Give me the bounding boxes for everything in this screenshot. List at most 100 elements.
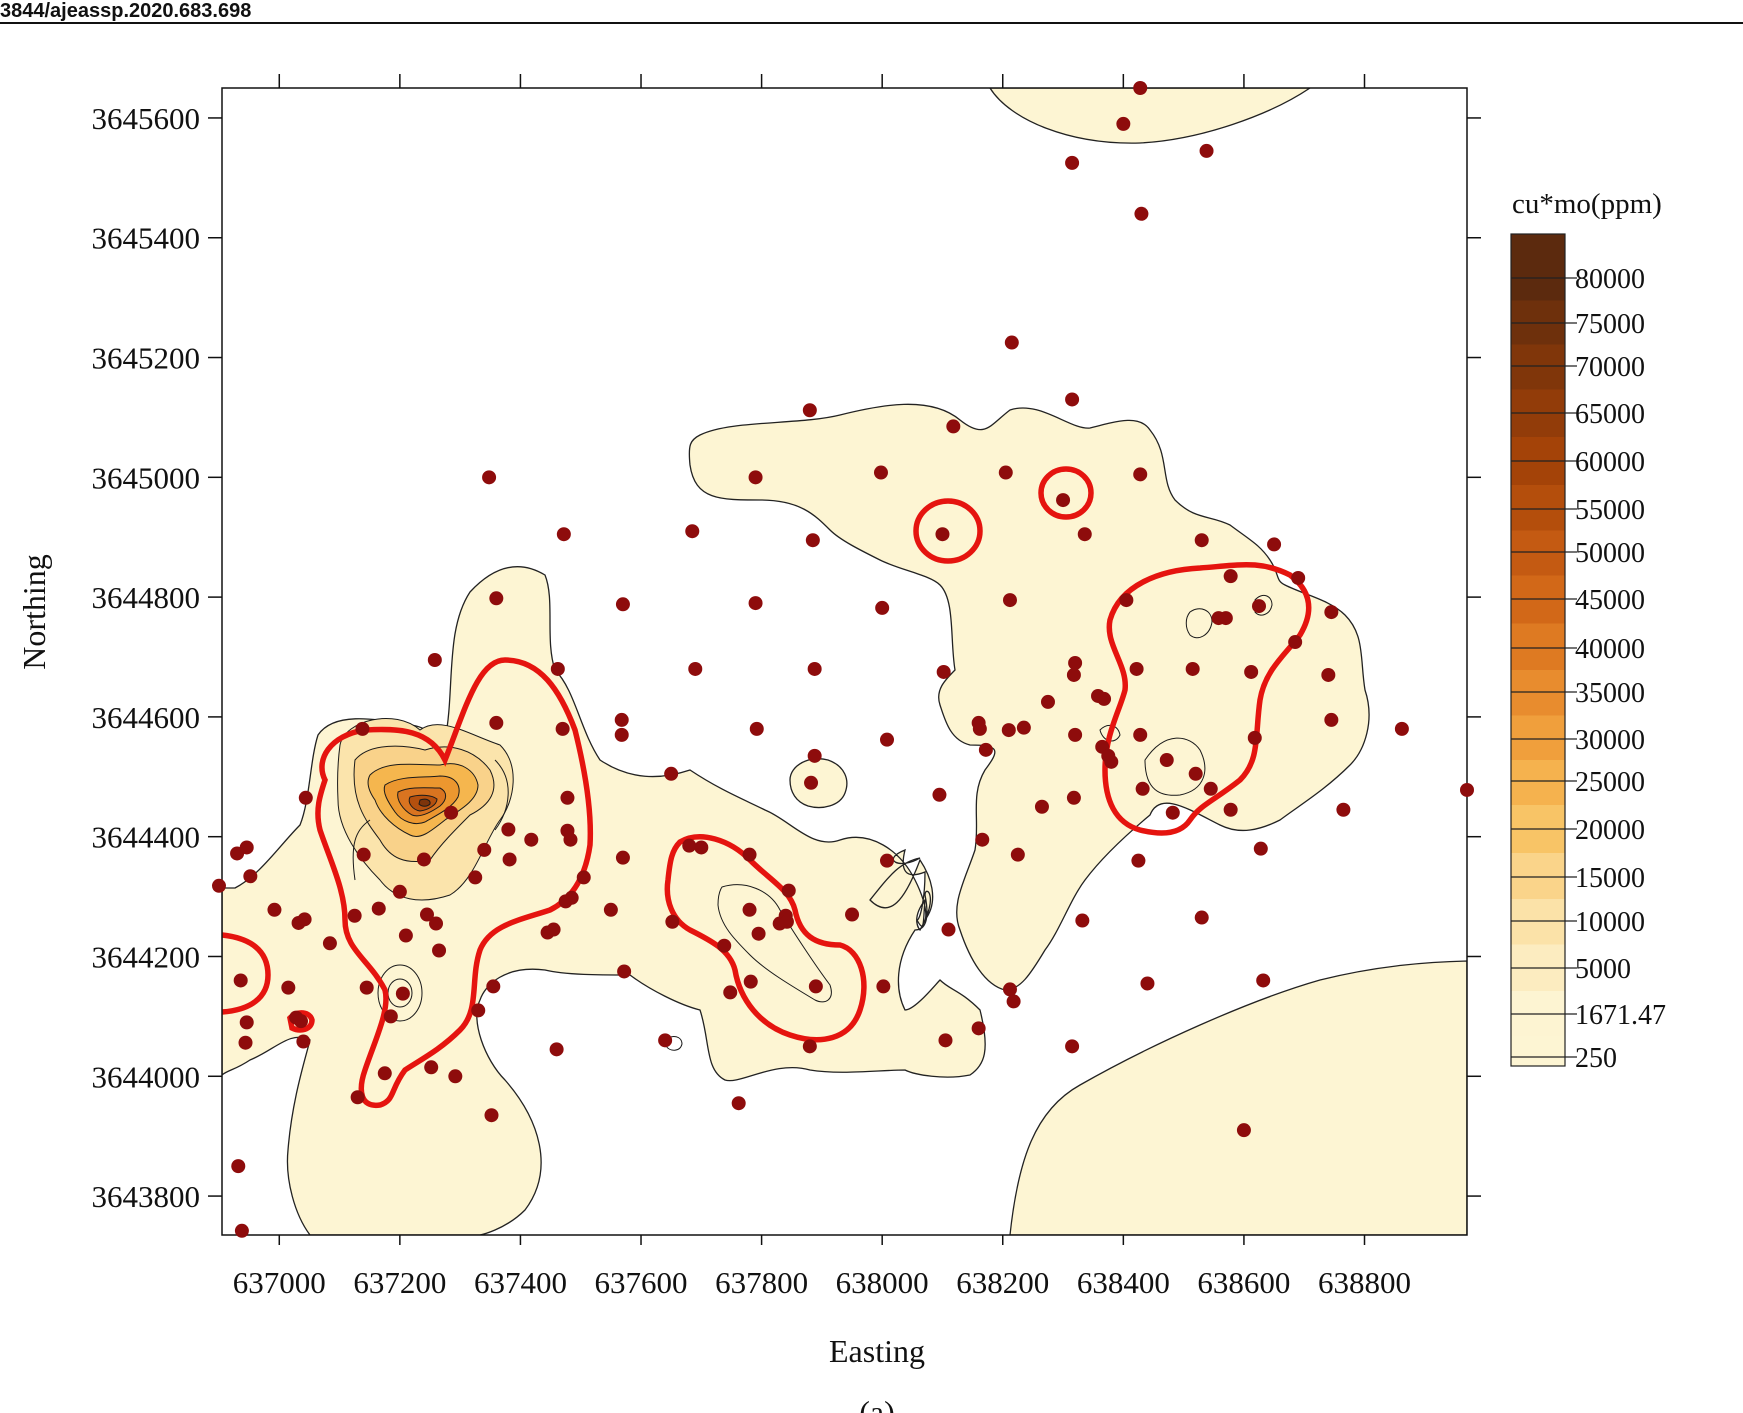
sample-point	[1188, 766, 1203, 781]
sample-point	[1077, 527, 1092, 542]
sample-point	[743, 974, 758, 989]
sample-point	[484, 1108, 499, 1123]
sample-point	[742, 847, 757, 862]
sample-point	[808, 979, 823, 994]
colorbar-band	[1511, 670, 1565, 716]
sample-point	[489, 591, 504, 606]
sample-point	[1056, 493, 1071, 508]
y-tick-label: 3643800	[92, 1179, 201, 1214]
sample-point	[1016, 720, 1031, 735]
figure-caption: (a)	[859, 1394, 895, 1413]
sample-point	[938, 1033, 953, 1048]
sample-point	[688, 661, 703, 676]
sample-point	[1324, 712, 1339, 727]
contour-region-bottom-right	[1009, 960, 1467, 1235]
sample-point	[1104, 754, 1119, 769]
sample-point	[355, 721, 370, 736]
colorbar: 80000 75000 70000 65000 60000 55000 50000 45000…	[1510, 233, 1666, 1074]
sample-point	[502, 852, 517, 867]
sample-point	[424, 1060, 439, 1075]
sample-point	[298, 790, 313, 805]
colorbar-band	[1511, 1035, 1565, 1066]
colorbar-band	[1511, 853, 1565, 899]
sample-point	[1194, 533, 1209, 548]
colorbar-band	[1511, 485, 1565, 531]
sample-point	[546, 922, 561, 937]
sample-point	[448, 1069, 463, 1084]
sample-point	[419, 907, 434, 922]
sample-point	[876, 979, 891, 994]
sample-point	[946, 419, 961, 434]
sample-point	[322, 936, 337, 951]
sample-point	[564, 890, 579, 905]
sample-point	[429, 916, 444, 931]
sample-point	[1068, 727, 1083, 742]
sample-point	[486, 979, 501, 994]
y-tick-label: 3644000	[92, 1059, 201, 1094]
sample-point	[377, 1066, 392, 1081]
colorbar-label: 25000	[1575, 767, 1645, 798]
sample-point	[1194, 910, 1209, 925]
sample-point	[1267, 537, 1282, 552]
sample-point	[932, 787, 947, 802]
sample-point	[1134, 206, 1149, 221]
sample-point	[1133, 727, 1148, 742]
sample-point	[1135, 781, 1150, 796]
sample-point	[971, 1021, 986, 1036]
sample-point	[1159, 753, 1174, 768]
sample-point	[723, 985, 738, 1000]
sample-point	[1185, 661, 1200, 676]
colorbar-title: cu*mo(ppm)	[1512, 188, 1662, 220]
sample-point	[658, 1033, 673, 1048]
sample-point	[1236, 1123, 1251, 1138]
sample-point	[936, 664, 951, 679]
sample-point	[664, 766, 679, 781]
sample-point	[398, 928, 413, 943]
sample-point	[371, 901, 386, 916]
sample-point	[941, 922, 956, 937]
sample-point	[432, 943, 447, 958]
colorbar-label: 250	[1575, 1043, 1617, 1074]
sample-point	[1203, 781, 1218, 796]
sample-point	[978, 742, 993, 757]
sample-point	[293, 1014, 308, 1029]
sample-point	[1002, 593, 1017, 608]
sample-point	[359, 980, 374, 995]
y-axis-label: Northing	[16, 554, 52, 670]
colorbar-band	[1511, 715, 1565, 760]
sample-point	[1006, 994, 1021, 1009]
sample-point	[1394, 721, 1409, 736]
sample-point	[560, 790, 575, 805]
sample-point	[267, 902, 282, 917]
colorbar-band	[1511, 623, 1565, 670]
sample-point	[1065, 155, 1080, 170]
sample-point	[804, 775, 819, 790]
sample-point	[477, 842, 492, 857]
sample-point	[238, 1035, 253, 1050]
sample-point	[482, 470, 497, 485]
sample-point	[231, 1159, 246, 1174]
colorbar-label: 30000	[1575, 725, 1645, 756]
sample-point	[779, 914, 794, 929]
sample-point	[1001, 723, 1016, 738]
sample-point	[880, 853, 895, 868]
sample-point	[297, 912, 312, 927]
sample-point	[347, 908, 362, 923]
sample-point	[802, 1039, 817, 1054]
sample-points-layer	[211, 81, 1474, 1238]
sample-point	[749, 721, 764, 736]
sample-point	[998, 465, 1013, 480]
sample-point	[1068, 655, 1083, 670]
sample-point	[356, 847, 371, 862]
sample-point	[1199, 143, 1214, 158]
sample-point	[296, 1034, 311, 1049]
sample-point	[444, 805, 459, 820]
sample-point	[555, 721, 570, 736]
x-tick-label: 638000	[836, 1265, 929, 1300]
sample-point	[281, 980, 296, 995]
sample-point	[1131, 853, 1146, 868]
sample-point	[802, 403, 817, 418]
sample-point	[549, 1042, 564, 1057]
sample-point	[742, 902, 757, 917]
sample-point	[239, 1015, 254, 1030]
